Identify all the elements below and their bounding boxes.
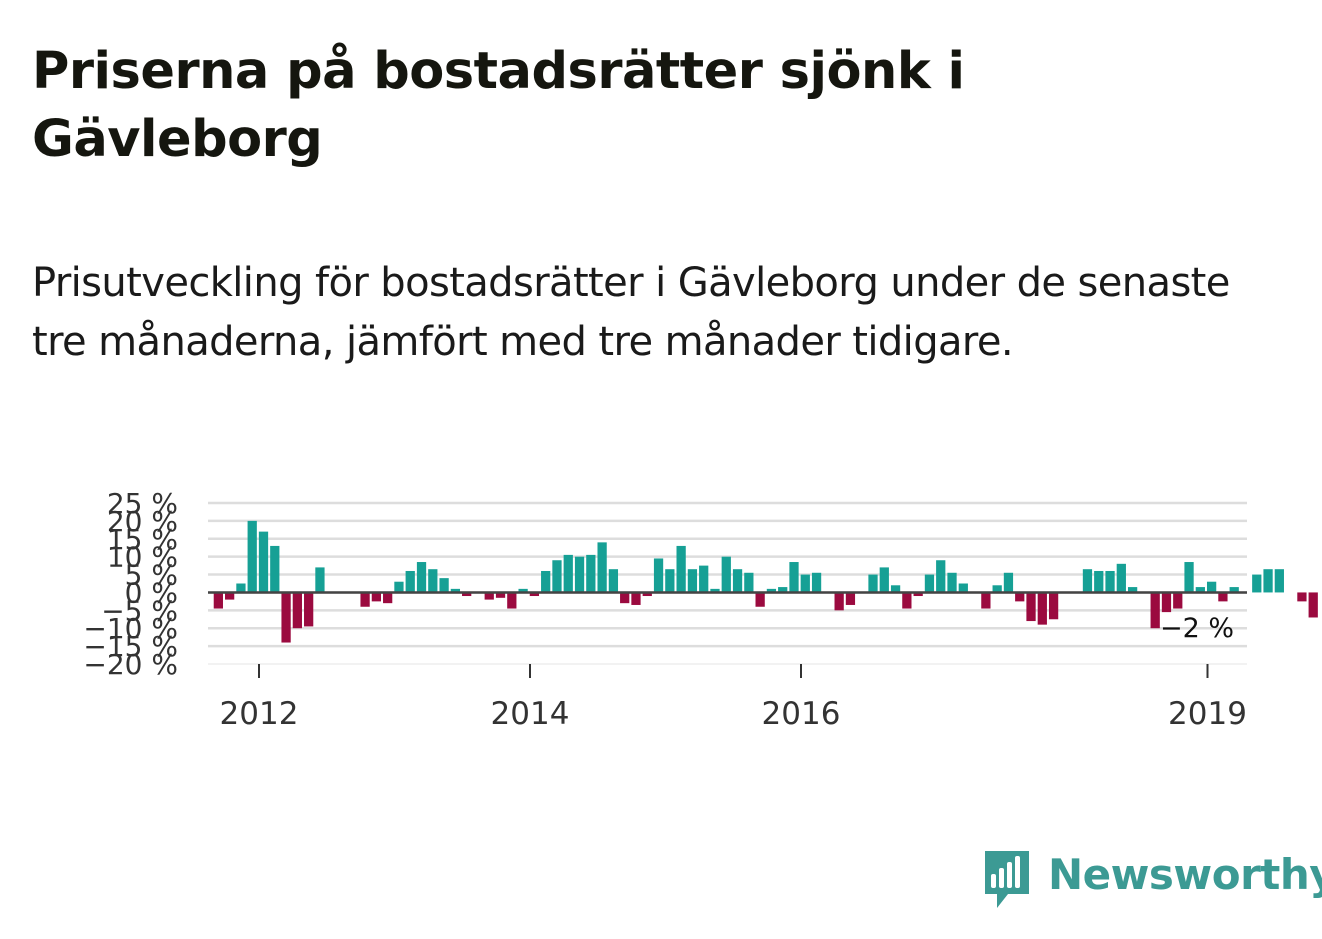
bar: [259, 532, 268, 593]
bar: [439, 578, 448, 592]
bar: [835, 592, 844, 610]
bar: [214, 592, 223, 608]
bar: [1004, 573, 1013, 593]
bar: [801, 575, 810, 593]
bar: [270, 546, 279, 593]
bar: [575, 557, 584, 593]
bar: [1094, 571, 1103, 592]
bar: [868, 575, 877, 593]
bar: [394, 582, 403, 593]
bar: [1026, 592, 1035, 621]
bar: [1218, 592, 1227, 601]
bar: [586, 555, 595, 593]
bar: [620, 592, 629, 603]
bar: [236, 584, 245, 593]
bar: [812, 573, 821, 593]
bar: [733, 569, 742, 592]
bar: [609, 569, 618, 592]
bar: [406, 571, 415, 592]
bar: [315, 567, 324, 592]
bar: [564, 555, 573, 593]
bar: [1207, 582, 1216, 593]
bar: [1184, 562, 1193, 592]
bar: [552, 560, 561, 592]
bar: [631, 592, 640, 605]
bar: [1038, 592, 1047, 624]
bar: [981, 592, 990, 608]
bar: [654, 558, 663, 592]
bar: [248, 521, 257, 593]
bar: [1162, 592, 1171, 612]
bar: [959, 584, 968, 593]
bar: [1263, 569, 1272, 592]
bar: [722, 557, 731, 593]
newsworthy-logo-icon: [982, 848, 1034, 910]
bar: [304, 592, 313, 626]
bar: [293, 592, 302, 628]
bar: [756, 592, 765, 606]
bar: [846, 592, 855, 605]
bar: [1105, 571, 1114, 592]
x-tick-label: 2012: [220, 696, 299, 732]
bar: [507, 592, 516, 608]
y-axis-labels: 25 %20 %15 %10 %5 %0 %−5 %−10 %−15 %−20 …: [83, 487, 178, 681]
x-tick-label: 2019: [1168, 696, 1247, 732]
bar: [947, 573, 956, 593]
x-axis: 2012201420162019202120232025: [220, 664, 1322, 732]
bar: [1309, 592, 1318, 617]
y-tick-label: −20 %: [83, 648, 178, 681]
bar: [880, 567, 889, 592]
bar: [383, 592, 392, 603]
bar: [597, 542, 606, 592]
bar: [699, 566, 708, 593]
bar: [1297, 592, 1306, 601]
bar: [1049, 592, 1058, 619]
bar: [1151, 592, 1160, 628]
bar-chart: 25 %20 %15 %10 %5 %0 %−5 %−10 %−15 %−20 …: [0, 0, 1322, 760]
bar: [1083, 569, 1092, 592]
bar: [1173, 592, 1182, 608]
bar: [902, 592, 911, 608]
bar: [1252, 575, 1261, 593]
bar: [428, 569, 437, 592]
bar: [281, 592, 290, 642]
last-value-label: −2 %: [1160, 613, 1234, 644]
x-tick-label: 2014: [491, 696, 570, 732]
bar: [688, 569, 697, 592]
bar: [665, 569, 674, 592]
brand-name: Newsworthy: [1048, 850, 1322, 899]
bar: [1015, 592, 1024, 601]
bar: [372, 592, 381, 601]
bar: [417, 562, 426, 592]
x-tick-label: 2016: [762, 696, 841, 732]
bar: [360, 592, 369, 606]
bar: [541, 571, 550, 592]
bar: [925, 575, 934, 593]
bar: [1275, 569, 1284, 592]
bar: [1117, 564, 1126, 593]
bar: [677, 546, 686, 593]
bar: [744, 573, 753, 593]
bar: [936, 560, 945, 592]
newsworthy-logo: Newsworthy: [982, 848, 1302, 910]
bar: [789, 562, 798, 592]
